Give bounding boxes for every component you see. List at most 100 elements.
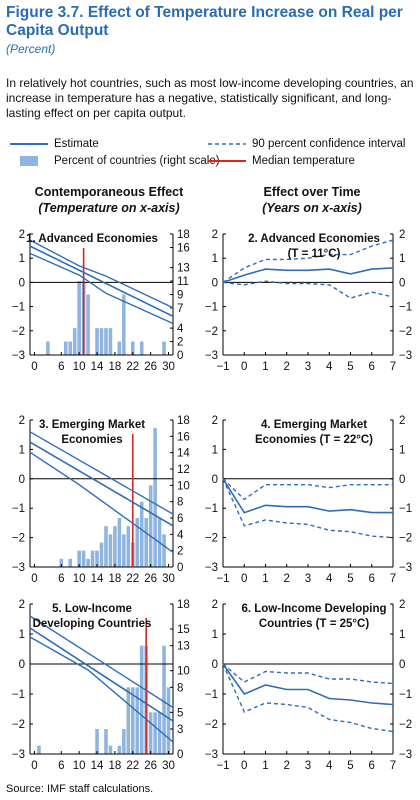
panel-3-bar-8 [104,526,108,567]
panel-3-bar-15 [135,518,140,567]
figure-subtitle: (Percent) [6,42,56,56]
panel-5-bar-12 [153,712,157,754]
panel-1-bar-14 [139,341,144,355]
panel-1-y2-tick-7: 16 [177,242,190,254]
panel-6-x-tick-1: 0 [241,760,247,772]
panel-2-x-tick-0: −1 [216,361,229,373]
panel-3-bar-7 [99,542,104,567]
panel-5-x-tick-1: 6 [58,760,64,772]
panel-6-y2-tick-2: −1 [399,689,412,701]
panel-6-x-tick-8: 7 [390,760,396,772]
panel-2-y-tick-3: 0 [212,277,218,289]
panel-2-y-tick-0: −3 [205,350,218,362]
panel-2-y2-tick-1: −2 [399,326,412,338]
panel-2-ci-upper [222,239,394,283]
panel-3-bar-4 [86,558,90,567]
legend-ci-label: 90 percent confidence interval [252,138,406,150]
panel-1-bar-3 [72,328,77,355]
panel-5-y2-tick-2: 5 [177,707,183,719]
panel-5-y2-tick-3: 8 [177,682,183,694]
panel-2-x-tick-7: 6 [369,361,375,373]
panel-1-x-tick-6: 26 [144,361,157,373]
panel-2-y-tick-2: −1 [205,302,218,314]
panel-4-y-tick-1: −2 [205,533,218,545]
panel-5-bar-8 [135,687,140,754]
panel-1-bar-7 [95,328,99,355]
panel-1-bar-11 [117,341,122,355]
source-note: Source: IMF staff calculations. [6,783,154,795]
panel-1-estimate [29,245,174,318]
panel-6-x-tick-2: 1 [262,760,268,772]
panel-5-y2-tick-7: 18 [177,599,190,611]
panel-3-title-line2: Economies [61,434,122,446]
panel-1-title: 1. Advanced Economies [26,233,158,245]
panel-1-x-tick-4: 18 [109,361,122,373]
panel-5-y2-tick-6: 15 [177,624,190,636]
panel-1-bar-9 [104,328,108,355]
panel-3-bar-3 [81,550,86,567]
panel-1-ci-upper [29,239,174,309]
panel-5-x-tick-2: 10 [73,760,86,772]
panel-5-x-tick-0: 0 [31,760,37,772]
panel-3-x-tick-4: 18 [109,573,122,585]
panel-2-x-tick-4: 3 [305,361,311,373]
panel-5-bar-0 [37,745,41,754]
panel-5-x-tick-5: 22 [126,760,139,772]
panel-2-estimate [222,267,394,284]
legend-estimate: Estimate [10,138,99,150]
panel-1-y2-tick-3: 7 [177,303,183,315]
panel-4-y2-tick-5: 2 [399,415,405,427]
column-left-subtitle: (Temperature on x-axis) [38,201,180,215]
panel-1-bar-12 [122,294,126,355]
panel-5-ci-upper [29,615,174,709]
panel-3-estimate [29,441,174,527]
column-right-title: Effect over Time [263,185,361,199]
panel-3-ci-lower [29,451,174,553]
panel-5-bar-13 [157,712,162,754]
panel-4-y-tick-5: 2 [212,415,218,427]
panel-3-bar-11 [117,518,122,567]
panel-1-x-tick-0: 0 [31,361,37,373]
panel-2-x-tick-8: 7 [390,361,396,373]
panel-2-y-tick-1: −2 [205,326,218,338]
panel-5-bar-2 [104,729,108,754]
panel-3-y2-tick-4: 8 [177,497,183,509]
panel-6-title: 6. Low-Income Developing [241,603,386,615]
panel-1-ci-lower [29,252,174,325]
panel-2-title: 2. Advanced Economies [248,233,380,245]
panel-2-y-tick-4: 1 [212,253,218,265]
panel-2-y2-tick-4: 1 [399,253,405,265]
panel-3-bar-10 [113,526,117,567]
legend-bars-label: Percent of countries (right scale) [54,155,220,167]
panel-5-y-tick-0: −3 [12,749,25,761]
panel-1-y2-tick-5: 11 [177,276,189,288]
panel-4-y-tick-4: 1 [212,444,218,456]
panel-4-x-tick-5: 4 [326,573,333,585]
panel-3-title: 3. Emerging Market [39,419,145,431]
legend-median: Median temperature [208,155,355,167]
panel-5-title-line2: Developing Countries [33,618,152,630]
panel-3-y2-tick-6: 12 [177,464,190,476]
panel-1-y2-tick-4: 9 [177,290,183,302]
column-left-header: Contemporaneous Effect (Temperature on x… [14,184,204,216]
panel-1-y2-tick-1: 2 [177,337,183,349]
panel-4-y2-tick-0: −3 [399,562,412,574]
panel-3-x-tick-1: 6 [58,573,64,585]
panel-4-y-tick-2: −1 [205,503,218,515]
panel-5-y-tick-3: 0 [19,659,25,671]
panel-3-bar-19 [153,428,157,567]
panel-5-bar-11 [148,712,153,754]
panel-3-bar-5 [90,550,95,567]
panel-3-bar-6 [95,550,99,567]
panel-2-x-tick-6: 5 [347,361,353,373]
panel-3-bar-0 [59,558,64,567]
panel-5-bar-1 [95,729,99,754]
legend-bars-swatch [20,156,38,166]
panel-3-y2-tick-7: 14 [177,448,190,460]
column-right-subtitle: (Years on x-axis) [262,201,362,215]
panel-3-y2-tick-0: 0 [177,562,183,574]
panel-2-y-tick-5: 2 [212,229,218,241]
legend-estimate-label: Estimate [54,138,99,150]
panel-6-ci-lower [222,663,394,733]
panel-1-x-tick-2: 10 [73,361,86,373]
